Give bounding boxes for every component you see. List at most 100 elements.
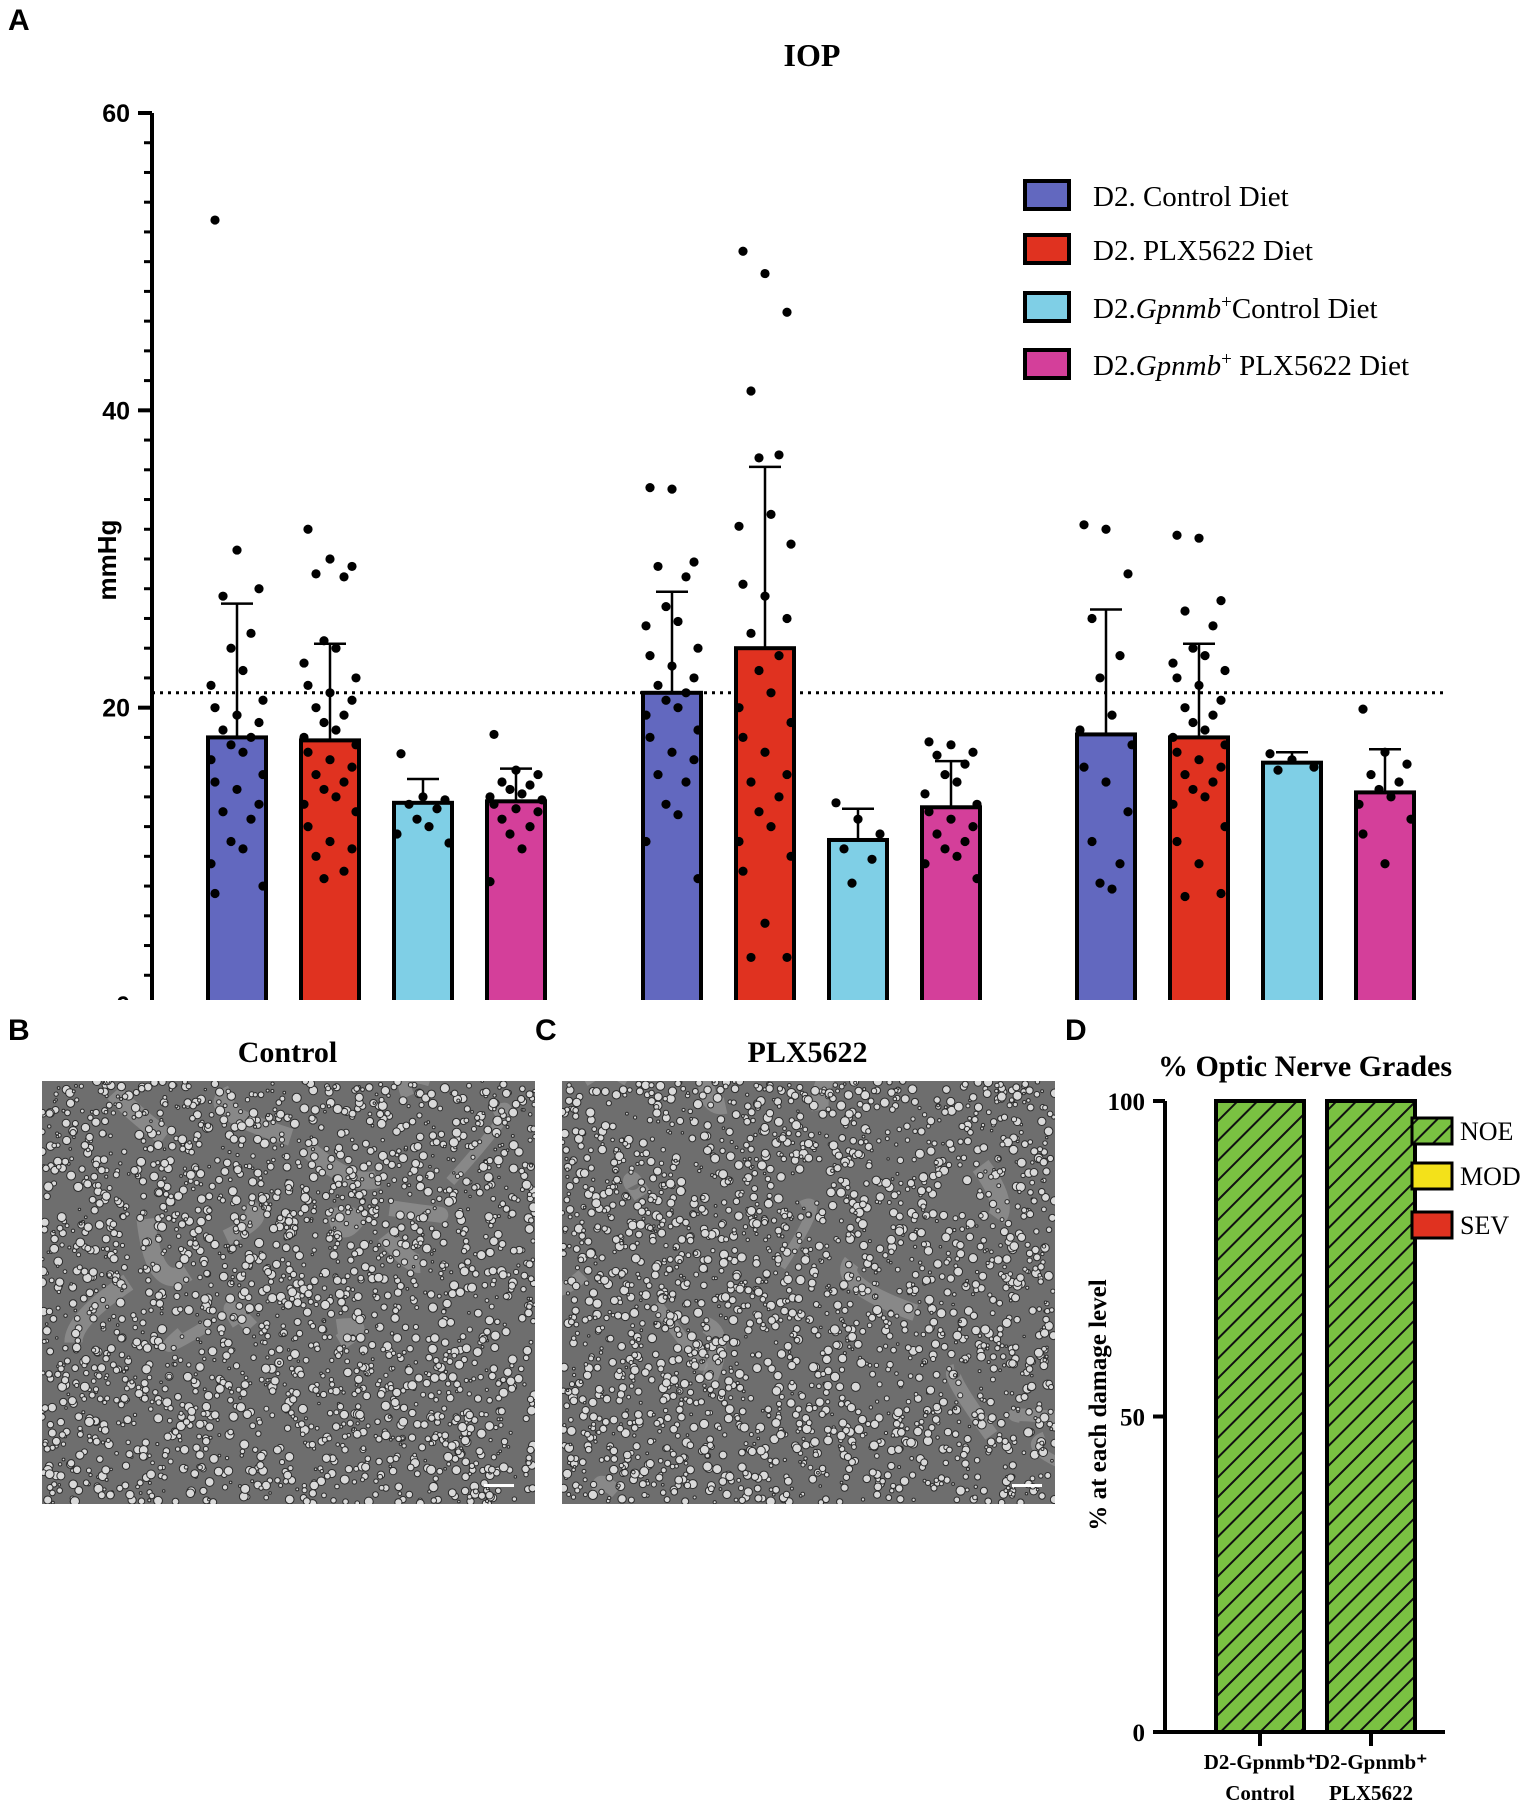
axon-profile (167, 1244, 172, 1249)
scale-bar (1012, 1484, 1042, 1487)
axon-profile (978, 1213, 984, 1219)
axon-profile (562, 1139, 566, 1146)
axon-profile (868, 1405, 874, 1410)
axon-profile (886, 1411, 891, 1416)
axon-profile (603, 1314, 610, 1322)
axon-profile (920, 1203, 927, 1210)
axon-profile (301, 1487, 308, 1494)
axon-profile (471, 1376, 477, 1382)
axon-profile (583, 1265, 593, 1275)
axon-profile (390, 1313, 400, 1323)
axon-profile (672, 1246, 677, 1251)
axon-profile (889, 1260, 893, 1265)
axon-profile (222, 1158, 232, 1168)
axon-profile (838, 1218, 844, 1224)
axon-profile (476, 1250, 487, 1261)
axon-profile (582, 1205, 587, 1210)
axon-profile (337, 1204, 345, 1212)
axon-profile (372, 1293, 377, 1298)
axon-profile (413, 1254, 419, 1261)
axon-profile (222, 1103, 228, 1109)
axon-profile (1038, 1188, 1046, 1196)
axon-profile (630, 1424, 639, 1432)
data-point (311, 851, 321, 861)
axon-profile (210, 1239, 220, 1250)
axon-profile (637, 1178, 646, 1186)
axon-profile (507, 1384, 517, 1393)
axon-profile (289, 1118, 300, 1129)
axon-profile (920, 1331, 927, 1338)
axon-profile (572, 1245, 581, 1253)
axon-profile (525, 1454, 533, 1462)
axon-profile (77, 1425, 83, 1432)
axon-profile (774, 1255, 783, 1264)
axon-profile (854, 1149, 863, 1159)
axon-profile (425, 1353, 433, 1362)
axon-profile (57, 1360, 64, 1367)
axon-profile (264, 1268, 273, 1276)
axon-profile (588, 1185, 596, 1193)
glial-streak (584, 1081, 628, 1086)
axon-profile (430, 1260, 435, 1264)
axon-profile (194, 1225, 203, 1235)
axon-profile (673, 1158, 678, 1163)
axon-profile (578, 1232, 586, 1240)
axon-profile (281, 1154, 286, 1158)
axon-profile (985, 1346, 990, 1351)
axon-profile (368, 1341, 377, 1350)
axon-profile (261, 1206, 265, 1210)
axon-profile (56, 1212, 67, 1223)
axon-profile (574, 1330, 580, 1336)
axon-profile (1030, 1373, 1034, 1378)
axon-profile (849, 1190, 859, 1199)
axon-profile (752, 1219, 762, 1229)
axon-profile (790, 1392, 794, 1396)
axon-profile (984, 1497, 992, 1504)
data-point (254, 717, 264, 728)
axon-profile (329, 1250, 339, 1260)
axon-profile (365, 1372, 369, 1376)
axon-profile (94, 1220, 105, 1230)
axon-profile (74, 1486, 84, 1495)
axon-profile (310, 1276, 319, 1286)
axon-profile (789, 1379, 795, 1386)
axon-profile (1003, 1411, 1010, 1419)
axon-profile (466, 1326, 473, 1333)
axon-profile (464, 1258, 472, 1266)
axon-profile (177, 1134, 188, 1145)
axon-profile (391, 1177, 398, 1183)
axon-profile (78, 1083, 84, 1089)
axon-profile (841, 1322, 847, 1328)
axon-profile (229, 1134, 239, 1144)
axon-profile (109, 1220, 118, 1228)
axon-profile (895, 1342, 900, 1346)
axon-profile (257, 1091, 265, 1099)
axon-profile (129, 1379, 135, 1385)
axon-profile (985, 1248, 989, 1252)
axon-profile (46, 1124, 52, 1129)
axon-profile (651, 1350, 660, 1359)
axon-profile (61, 1457, 66, 1462)
axon-profile (637, 1207, 646, 1216)
axon-profile (980, 1324, 991, 1335)
axon-profile (99, 1296, 107, 1304)
axon-profile (619, 1358, 626, 1365)
axon-profile (159, 1202, 168, 1211)
axon-profile (699, 1418, 710, 1430)
axon-profile (685, 1465, 695, 1475)
axon-profile (1039, 1440, 1045, 1446)
axon-profile (197, 1098, 202, 1103)
axon-profile (963, 1137, 972, 1146)
axon-profile (711, 1295, 719, 1304)
axon-profile (131, 1115, 137, 1120)
axon-profile (72, 1135, 76, 1140)
data-point (347, 844, 357, 854)
axon-profile (330, 1217, 336, 1223)
axon-profile (1004, 1344, 1008, 1348)
axon-profile (101, 1117, 109, 1126)
axon-profile (882, 1252, 889, 1259)
axon-profile (874, 1399, 880, 1404)
axon-profile (604, 1179, 610, 1184)
axon-profile (568, 1158, 576, 1166)
axon-profile (594, 1223, 602, 1231)
